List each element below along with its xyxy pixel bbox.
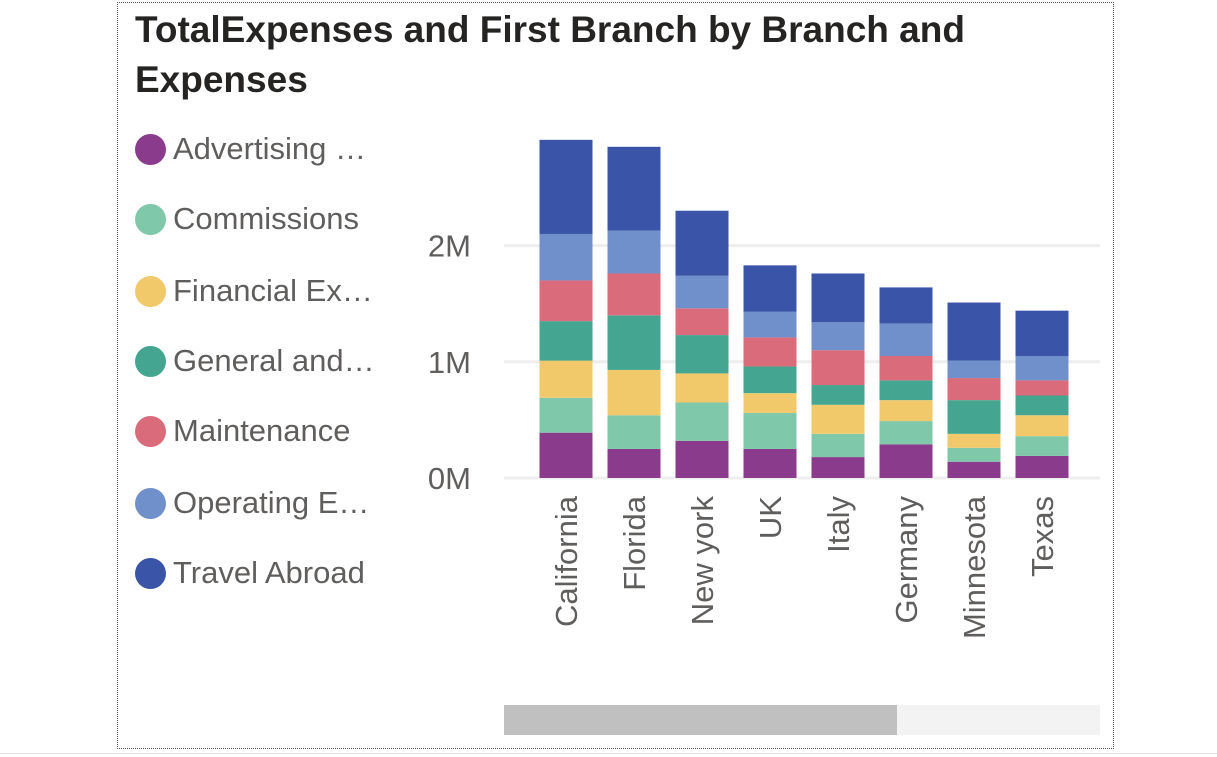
- bar-segment[interactable]: [811, 457, 865, 478]
- legend-label: Commissions: [173, 201, 360, 236]
- chart-title: TotalExpenses and First Branch by Branch…: [135, 9, 965, 100]
- bar-segment[interactable]: [1015, 380, 1069, 396]
- bar-segment[interactable]: [947, 360, 1001, 379]
- bar-segment[interactable]: [811, 322, 865, 351]
- legend-item-commissions[interactable]: Commissions: [135, 199, 395, 239]
- y-tick-label: 1M: [428, 345, 471, 380]
- bar-segment[interactable]: [743, 366, 797, 394]
- bar-segment[interactable]: [675, 210, 729, 276]
- legend-label: Maintenance: [173, 413, 351, 448]
- legend-item-travel-abroad[interactable]: Travel Abroad: [135, 553, 395, 593]
- bar-segment[interactable]: [607, 146, 661, 231]
- bar-segment[interactable]: [811, 350, 865, 386]
- bar-segment[interactable]: [607, 448, 661, 478]
- bar-segment[interactable]: [1015, 355, 1069, 381]
- legend-marker: [135, 346, 166, 377]
- bar-segment[interactable]: [675, 335, 729, 374]
- x-tick-label: Minnesota: [957, 495, 992, 639]
- bar-segment[interactable]: [879, 400, 933, 422]
- bar-segment[interactable]: [675, 308, 729, 336]
- bar-segment[interactable]: [879, 323, 933, 356]
- bar-segment[interactable]: [607, 230, 661, 274]
- bar-segment[interactable]: [947, 461, 1001, 478]
- legend-marker: [135, 276, 166, 307]
- legend-item-advertising[interactable]: Advertising …: [135, 129, 395, 169]
- bar-segment[interactable]: [607, 415, 661, 449]
- bar-segment[interactable]: [743, 337, 797, 367]
- legend-item-financial[interactable]: Financial Ex…: [135, 271, 395, 311]
- x-tick-label: Italy: [821, 496, 856, 553]
- bar-segment[interactable]: [607, 315, 661, 370]
- bar-segment[interactable]: [675, 402, 729, 441]
- legend-marker: [135, 558, 166, 589]
- bar-segment[interactable]: [947, 378, 1001, 401]
- legend-label: General and…: [173, 343, 375, 378]
- chart-visual[interactable]: TotalExpenses and First Branch by Branch…: [117, 2, 1114, 749]
- bar-segment[interactable]: [539, 321, 593, 361]
- bar-segment[interactable]: [539, 233, 593, 281]
- chart-plot-area: 0M 1M 2M California Florida New york UK Italy G…: [428, 139, 1100, 639]
- bar-segment[interactable]: [743, 412, 797, 449]
- legend-label: Financial Ex…: [173, 273, 373, 308]
- x-tick-label: Florida: [617, 495, 652, 591]
- x-tick-label: Germany: [889, 496, 924, 624]
- legend-item-maintenance[interactable]: Maintenance: [135, 411, 395, 451]
- bar-segment[interactable]: [539, 139, 593, 234]
- bar-segment[interactable]: [947, 447, 1001, 462]
- bar-segment[interactable]: [879, 287, 933, 324]
- bar-segment[interactable]: [1015, 310, 1069, 356]
- legend-item-operating[interactable]: Operating E…: [135, 483, 395, 523]
- y-tick-label: 2M: [428, 229, 471, 264]
- bar-segment[interactable]: [1015, 395, 1069, 416]
- bar-segment[interactable]: [811, 273, 865, 323]
- bar-segment[interactable]: [1015, 455, 1069, 478]
- bar-segment[interactable]: [539, 280, 593, 322]
- page-divider: [0, 753, 1217, 754]
- y-tick-label: 0M: [428, 461, 471, 496]
- bar-segment[interactable]: [1015, 436, 1069, 456]
- bar-segment[interactable]: [743, 393, 797, 413]
- legend-marker: [135, 488, 166, 519]
- bar-segment[interactable]: [879, 421, 933, 445]
- bar-segment[interactable]: [539, 360, 593, 398]
- legend-label: Travel Abroad: [173, 555, 365, 590]
- bar-segment[interactable]: [1015, 415, 1069, 437]
- bars: [539, 139, 1069, 478]
- gridlines: [504, 244, 1100, 480]
- legend-marker: [135, 416, 166, 447]
- bar-segment[interactable]: [539, 397, 593, 433]
- bar-segment[interactable]: [947, 400, 1001, 434]
- bar-segment[interactable]: [811, 433, 865, 458]
- bar-segment[interactable]: [879, 444, 933, 478]
- legend-label: Advertising …: [173, 131, 366, 166]
- x-axis: California Florida New york UK Italy Germany M…: [549, 495, 1060, 639]
- x-tick-label: UK: [753, 496, 788, 539]
- bar-segment[interactable]: [539, 432, 593, 478]
- legend-label: Operating E…: [173, 485, 370, 520]
- x-tick-label: New york: [685, 496, 720, 626]
- legend-marker: [135, 204, 166, 235]
- bar-segment[interactable]: [675, 440, 729, 478]
- legend-item-general[interactable]: General and…: [135, 341, 395, 381]
- bar-segment[interactable]: [811, 404, 865, 434]
- horizontal-scrollbar-thumb[interactable]: [504, 705, 897, 735]
- bar-segment[interactable]: [879, 380, 933, 401]
- bar-segment[interactable]: [607, 369, 661, 416]
- bar-segment[interactable]: [743, 265, 797, 312]
- x-tick-label: California: [549, 495, 584, 627]
- bar-segment[interactable]: [947, 302, 1001, 361]
- bar-segment[interactable]: [743, 311, 797, 338]
- x-tick-label: Texas: [1025, 496, 1060, 577]
- bar-segment[interactable]: [947, 433, 1001, 448]
- bar-segment[interactable]: [675, 275, 729, 309]
- bar-segment[interactable]: [879, 355, 933, 381]
- bar-segment[interactable]: [675, 373, 729, 403]
- y-axis: 0M 1M 2M: [428, 229, 471, 496]
- bar-segment[interactable]: [811, 385, 865, 405]
- bar-segment[interactable]: [743, 448, 797, 478]
- legend-marker: [135, 134, 166, 165]
- bar-segment[interactable]: [607, 273, 661, 316]
